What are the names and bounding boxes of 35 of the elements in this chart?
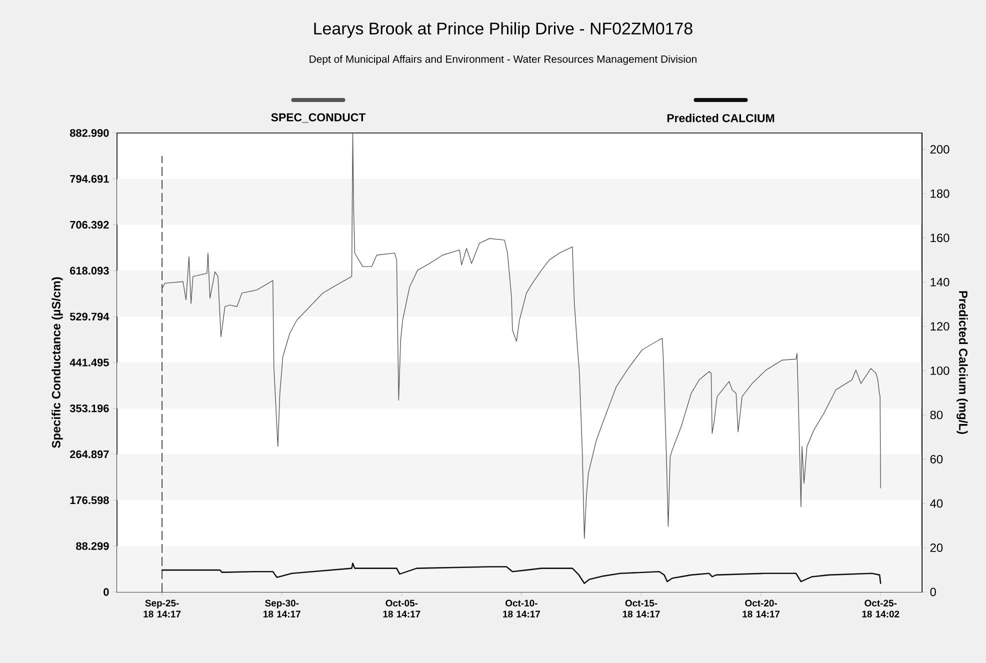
x-tick-label: Sep-30-18 14:17 xyxy=(264,600,300,618)
legend-label: Predicted CALCIUM xyxy=(667,114,774,122)
y2-tick-label: 40 xyxy=(930,499,943,508)
y2-tick-label: 0 xyxy=(930,588,936,596)
y2-tick-label: 180 xyxy=(930,189,950,198)
y2-tick-label: 200 xyxy=(930,145,950,154)
y-tick-label: 794.691 xyxy=(70,175,109,183)
y2-axis-title: Predicted Calcium (mg/L) xyxy=(956,291,968,434)
x-tick-label: Oct-10-18 14:17 xyxy=(503,600,540,618)
y-tick-label: 0 xyxy=(104,588,109,596)
y2-tick-label: 120 xyxy=(930,322,950,331)
y-tick-label: 706.392 xyxy=(70,220,109,229)
y-tick-label: 264.897 xyxy=(70,450,109,458)
y2-tick-label: 100 xyxy=(930,366,950,375)
y2-tick-label: 160 xyxy=(930,234,950,242)
y-tick-label: 882.990 xyxy=(70,129,109,137)
x-tick-label: Oct-25-18 14:02 xyxy=(862,600,900,618)
y2-tick-label: 80 xyxy=(930,410,943,420)
y-tick-label: 618.093 xyxy=(70,266,109,275)
x-tick-label: Oct-05-18 14:17 xyxy=(383,600,420,618)
y-tick-label: 529.794 xyxy=(70,312,110,320)
y2-tick-label: 60 xyxy=(930,454,943,464)
y-tick-label: 441.495 xyxy=(70,358,109,366)
x-tick-label: Oct-20-18 14:17 xyxy=(742,600,780,618)
y-tick-label: 353.196 xyxy=(70,404,109,412)
y2-tick-label: 20 xyxy=(930,543,943,552)
y2-tick-label: 140 xyxy=(930,278,950,286)
y-tick-label: 88.299 xyxy=(76,542,109,550)
x-tick-label: Sep-25-18 14:17 xyxy=(144,600,181,618)
y-axis-title: Specific Conductance (µS/cm) xyxy=(52,277,63,448)
y-tick-label: 176.598 xyxy=(70,496,109,504)
x-tick-label: Oct-15-18 14:17 xyxy=(622,600,660,618)
chart-subtitle: Dept of Municipal Affairs and Environment - Water Resources Management Division xyxy=(310,55,696,65)
chart-title: Learys Brook at Prince Philip Drive - NF02ZM0178 xyxy=(314,22,692,38)
legend-label: SPEC_CONDUCT xyxy=(271,113,366,123)
